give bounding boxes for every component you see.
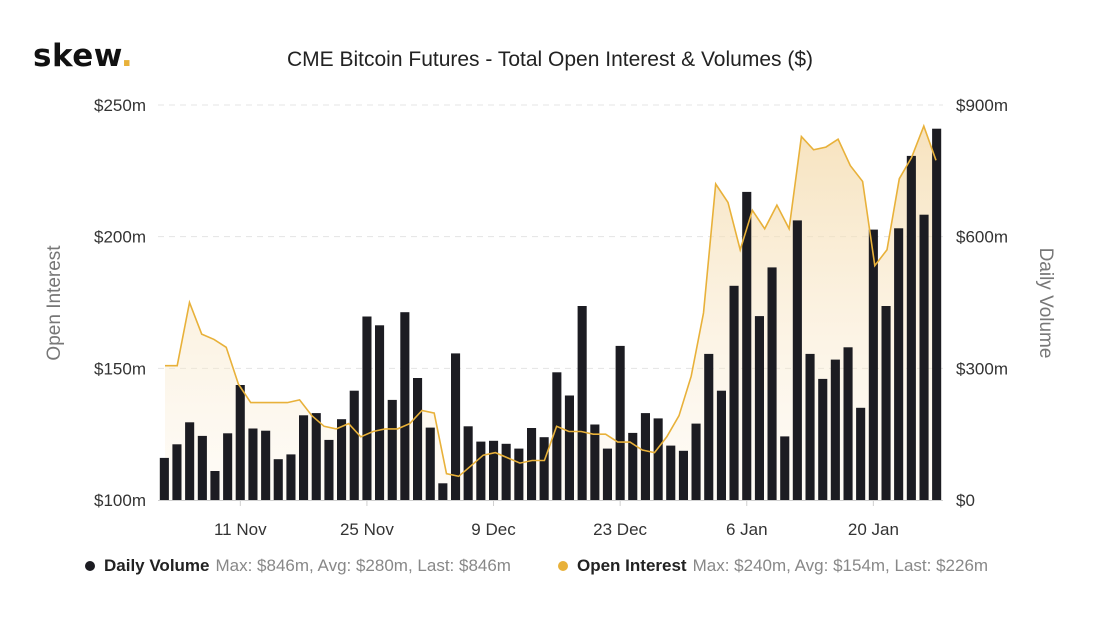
left-axis-ticks: $100m $150m $200m $250m [94, 96, 146, 510]
skew-logo: skew. [33, 38, 134, 74]
volume-bar[interactable] [856, 407, 866, 500]
volume-bar[interactable] [742, 191, 752, 500]
legend-volume-marker[interactable] [85, 561, 95, 571]
legend: Daily Volume Max: $846m, Avg: $280m, Last… [85, 556, 988, 575]
left-tick-label: $250m [94, 96, 146, 115]
volume-bar[interactable] [514, 448, 524, 500]
volume-bar[interactable] [754, 316, 764, 500]
volume-bar[interactable] [615, 345, 625, 500]
x-tick-label: 6 Jan [726, 520, 768, 539]
volume-bar[interactable] [678, 450, 688, 500]
volume-bar[interactable] [400, 312, 410, 500]
volume-bar[interactable] [210, 471, 220, 500]
volume-bar[interactable] [640, 413, 650, 500]
right-axis-title: Daily Volume [1035, 248, 1056, 359]
volume-bar[interactable] [324, 439, 334, 500]
volume-bar[interactable] [261, 430, 271, 500]
volume-bar[interactable] [185, 422, 195, 500]
left-tick-label: $200m [94, 228, 146, 247]
volume-bar[interactable] [552, 372, 562, 500]
open-interest-polyline [165, 123, 937, 478]
volume-bar[interactable] [868, 229, 878, 500]
volume-bar[interactable] [830, 359, 840, 500]
left-tick-label: $100m [94, 491, 146, 510]
x-axis-ticks: 11 Nov 25 Nov 9 Dec 23 Dec 6 Jan 20 Jan [214, 500, 899, 539]
volume-bar[interactable] [932, 128, 942, 500]
volume-bar[interactable] [729, 285, 739, 500]
volume-bar[interactable] [704, 353, 714, 500]
volume-bar[interactable] [286, 454, 296, 500]
volume-bar[interactable] [767, 267, 777, 500]
volume-bar[interactable] [919, 214, 929, 500]
left-tick-label: $150m [94, 359, 146, 378]
volume-bar[interactable] [527, 428, 537, 500]
volume-bar[interactable] [387, 399, 397, 500]
volume-bar[interactable] [349, 390, 359, 500]
volume-bar[interactable] [716, 390, 726, 500]
volume-bar[interactable] [337, 419, 347, 500]
volume-bar[interactable] [628, 432, 638, 500]
volume-bar[interactable] [894, 228, 904, 501]
volume-bar[interactable] [248, 428, 258, 501]
volume-bar[interactable] [375, 325, 385, 500]
x-tick-label: 25 Nov [340, 520, 394, 539]
volume-bar[interactable] [501, 443, 511, 500]
volume-bar[interactable] [413, 378, 423, 500]
volume-bar[interactable] [780, 436, 790, 500]
chart-title: CME Bitcoin Futures - Total Open Interes… [287, 48, 813, 71]
right-tick-label: $0 [956, 491, 975, 510]
right-axis-ticks: $0 $300m $600m $900m [956, 96, 1008, 510]
legend-oi-marker[interactable] [558, 561, 568, 571]
volume-bar[interactable] [577, 306, 587, 500]
left-axis-title: Open Interest [44, 245, 65, 361]
volume-bar[interactable] [539, 437, 549, 500]
volume-bar[interactable] [564, 395, 574, 501]
volume-bar[interactable] [792, 220, 802, 500]
volume-bar[interactable] [223, 433, 233, 500]
volume-bar[interactable] [463, 426, 473, 500]
x-tick-label: 11 Nov [214, 520, 267, 539]
volume-bar[interactable] [906, 155, 916, 500]
volume-bar[interactable] [666, 445, 676, 500]
x-tick-label: 23 Dec [593, 520, 647, 539]
volume-bar[interactable] [451, 353, 461, 500]
volume-bar[interactable] [476, 441, 486, 500]
right-tick-label: $300m [956, 359, 1008, 378]
volume-bar[interactable] [843, 347, 853, 500]
volume-bar[interactable] [197, 435, 207, 500]
right-tick-label: $900m [956, 96, 1008, 115]
legend-volume-label[interactable]: Daily Volume Max: $846m, Avg: $280m, Last… [104, 556, 511, 575]
volume-bar[interactable] [311, 413, 321, 500]
legend-oi-label[interactable]: Open Interest Max: $240m, Avg: $154m, Las… [577, 556, 988, 575]
volume-bar[interactable] [235, 385, 245, 500]
x-tick-label: 20 Jan [848, 520, 899, 539]
volume-bar[interactable] [159, 457, 169, 500]
volume-bar[interactable] [818, 378, 828, 500]
volume-bar[interactable] [362, 316, 372, 501]
volume-bar[interactable] [425, 427, 435, 500]
volume-bar[interactable] [805, 353, 815, 500]
volume-bars [159, 128, 942, 501]
volume-bar[interactable] [438, 483, 448, 500]
volume-bar[interactable] [172, 444, 182, 500]
right-tick-label: $600m [956, 228, 1008, 247]
volume-bar[interactable] [273, 459, 283, 500]
volume-bar[interactable] [653, 418, 663, 500]
volume-bar[interactable] [881, 306, 891, 500]
volume-bar[interactable] [299, 415, 309, 500]
volume-bar[interactable] [602, 448, 612, 500]
open-interest-line [165, 123, 937, 478]
volume-bar[interactable] [590, 424, 600, 501]
volume-bar[interactable] [489, 440, 499, 501]
volume-bar[interactable] [691, 423, 701, 500]
x-tick-label: 9 Dec [471, 520, 516, 539]
